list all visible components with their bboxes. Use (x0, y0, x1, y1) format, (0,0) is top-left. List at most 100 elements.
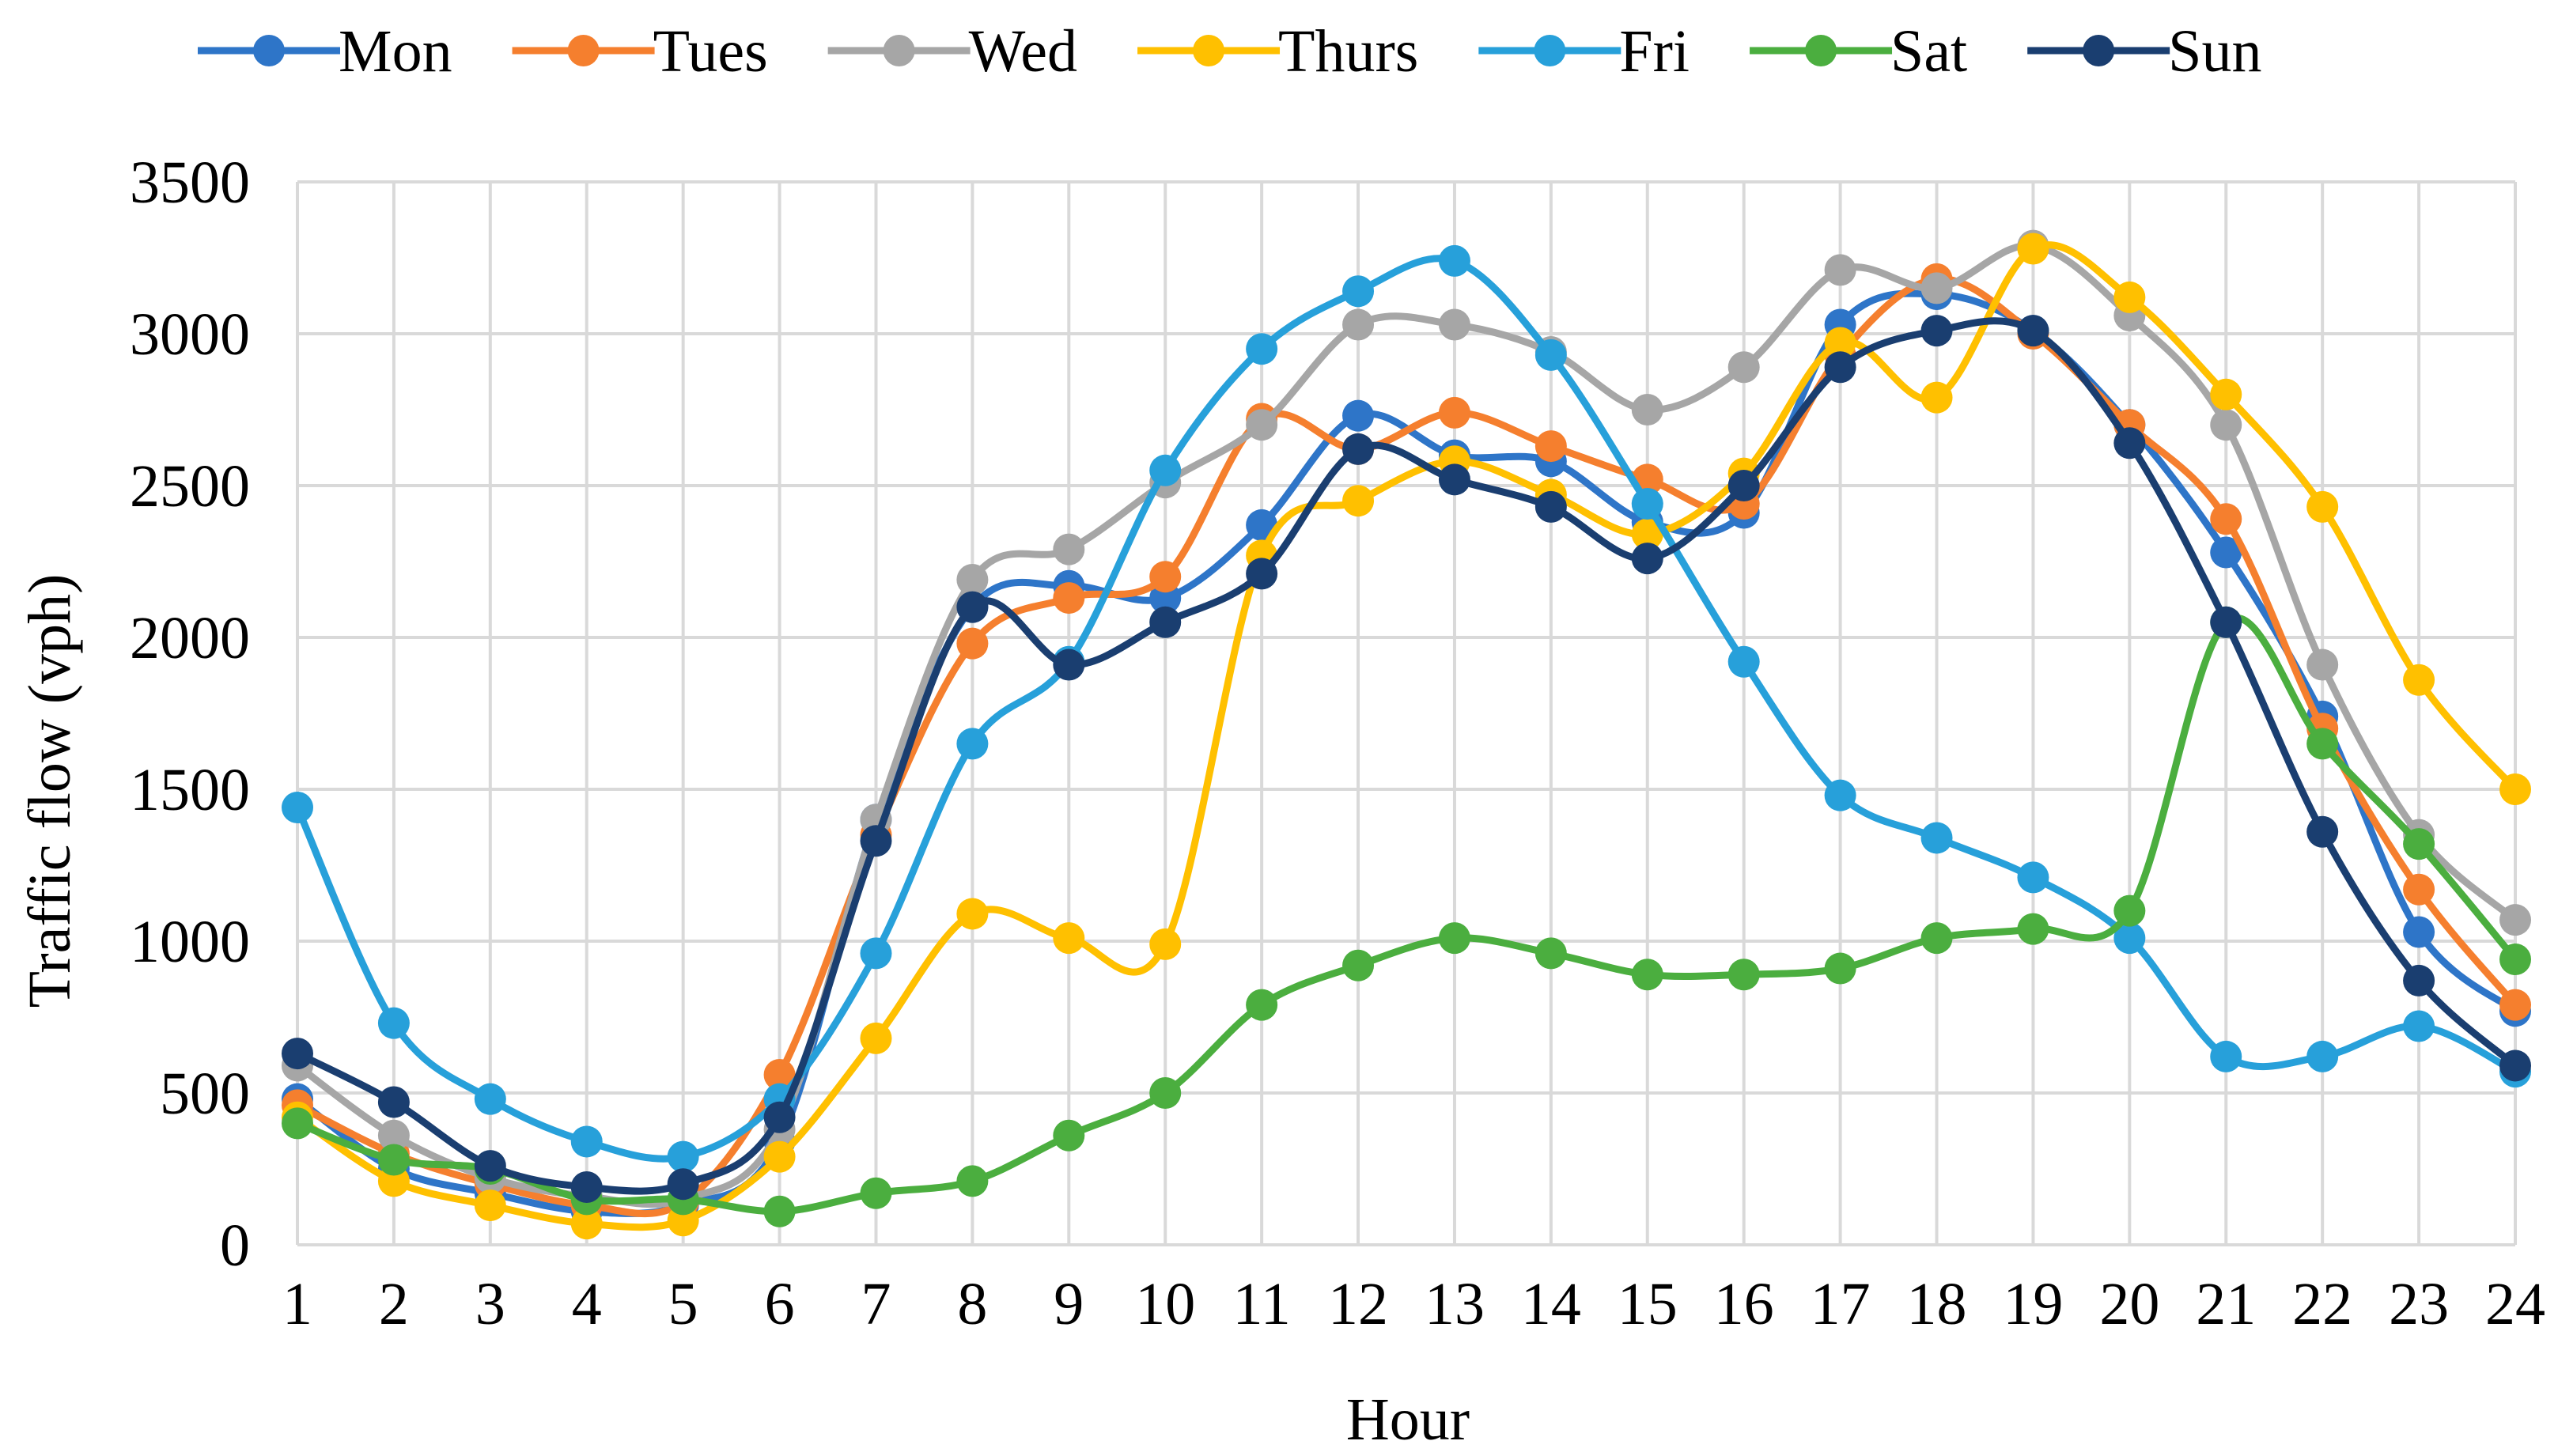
data-point-fri (282, 792, 313, 824)
x-tick-label: 24 (2485, 1271, 2545, 1337)
legend-swatch-marker (883, 35, 915, 66)
data-point-wed (1727, 351, 1760, 384)
y-tick-label: 2000 (130, 605, 250, 671)
series-line-wed (293, 241, 2519, 1208)
legend-swatch-marker (567, 35, 600, 66)
series-line-thurs (293, 241, 2519, 1231)
legend-swatch-marker (253, 35, 285, 66)
data-point-sun (1053, 649, 1085, 681)
data-point-sun (2306, 815, 2339, 848)
x-tick-label: 20 (2099, 1271, 2159, 1337)
data-point-sun (282, 1038, 313, 1070)
data-point-sun (1727, 470, 1760, 501)
data-point-sat (1534, 937, 1567, 970)
x-tick-label: 10 (1135, 1271, 1195, 1337)
grid (296, 180, 2517, 1246)
data-point-thurs (2403, 664, 2435, 696)
data-point-fri (860, 937, 892, 970)
data-point-sat (2306, 728, 2339, 760)
x-tick-label: 21 (2196, 1271, 2256, 1337)
x-tick-label: 23 (2389, 1271, 2449, 1337)
data-point-fri (570, 1125, 603, 1158)
x-tick-label: 6 (765, 1271, 795, 1337)
data-point-tues (2403, 873, 2435, 906)
x-tick-label: 9 (1054, 1271, 1084, 1337)
data-point-sat (956, 1165, 989, 1197)
x-tick-label: 2 (379, 1271, 409, 1337)
data-point-fri (377, 1007, 410, 1039)
data-point-thurs (2210, 378, 2242, 410)
data-point-sat (1053, 1119, 1085, 1152)
x-tick-label: 22 (2292, 1271, 2352, 1337)
y-tick-label: 1000 (130, 909, 250, 975)
data-point-sun (667, 1168, 699, 1201)
data-point-thurs (2306, 490, 2339, 523)
data-point-sun (1920, 315, 1953, 347)
data-point-mon (2210, 536, 2242, 569)
x-axis-ticks: 1 2 3 4 5 6 7 8 9 10 11 12 13 14 15 16 17 18 19 20 21 22 23 24 (282, 1271, 2545, 1337)
data-point-tues (1438, 396, 1470, 429)
data-point-sun (570, 1171, 603, 1204)
data-point-thurs (2499, 773, 2531, 805)
x-tick-label: 7 (861, 1271, 891, 1337)
y-tick-label: 3500 (130, 149, 250, 216)
data-point-sun (1631, 543, 1663, 575)
legend-item-mon: Mon (198, 18, 452, 85)
x-tick-label: 14 (1521, 1271, 1581, 1337)
data-point-thurs (860, 1022, 892, 1054)
data-point-wed (2499, 904, 2531, 936)
data-point-fri (1727, 645, 1760, 678)
x-axis-title: Hour (1346, 1386, 1470, 1453)
x-tick-label: 16 (1714, 1271, 1774, 1337)
legend-swatch-marker (2083, 35, 2115, 66)
series-sat (282, 606, 2531, 1227)
legend-item-sun: Sun (2027, 18, 2261, 85)
legend-swatch-marker (1193, 35, 1225, 66)
data-point-tues (956, 627, 989, 660)
legend-label-sat: Sat (1890, 18, 1967, 85)
legend-item-fri: Fri (1478, 18, 1690, 85)
data-point-sat (1438, 922, 1470, 955)
y-tick-label: 2500 (130, 453, 250, 520)
data-point-sun (2210, 606, 2242, 638)
x-tick-label: 15 (1618, 1271, 1678, 1337)
data-point-sat (1246, 989, 1278, 1021)
data-point-tues (2210, 503, 2242, 535)
series-fri (282, 244, 2531, 1173)
series-line-sun (293, 317, 2519, 1195)
series-line-tues (293, 275, 2519, 1218)
data-point-fri (1824, 779, 1856, 811)
legend-label-fri: Fri (1619, 18, 1690, 85)
data-point-fri (2403, 1010, 2435, 1042)
legend-label-mon: Mon (339, 18, 452, 85)
data-point-sun (2403, 964, 2435, 997)
legend-swatch-marker (1534, 35, 1566, 66)
data-point-fri (2210, 1040, 2242, 1072)
x-tick-label: 19 (2003, 1271, 2063, 1337)
data-point-fri (1631, 488, 1663, 520)
data-point-wed (1053, 533, 1085, 565)
data-point-sat (763, 1195, 796, 1227)
legend-item-thurs: Thurs (1137, 18, 1418, 85)
data-point-sun (956, 591, 989, 623)
data-point-tues (1053, 582, 1085, 615)
data-point-sat (2403, 828, 2435, 860)
data-point-thurs (1342, 485, 1375, 517)
data-point-thurs (1920, 381, 1953, 414)
legend-item-tues: Tues (512, 18, 768, 85)
x-tick-label: 5 (668, 1271, 698, 1337)
x-tick-label: 3 (475, 1271, 505, 1337)
series-tues (282, 263, 2531, 1222)
data-point-thurs (1149, 928, 1182, 960)
x-tick-label: 11 (1233, 1271, 1291, 1337)
data-point-fri (1246, 333, 1278, 365)
data-point-fri (667, 1140, 699, 1173)
data-point-sun (474, 1150, 506, 1182)
data-point-sat (860, 1177, 892, 1209)
series-sun (282, 315, 2531, 1204)
legend: Mon Tues Wed Thurs Fri Sat Sun (198, 18, 2261, 85)
data-point-sat (1824, 952, 1856, 985)
data-point-fri (1438, 244, 1470, 277)
data-point-sun (377, 1086, 410, 1118)
series-wed (282, 229, 2531, 1216)
